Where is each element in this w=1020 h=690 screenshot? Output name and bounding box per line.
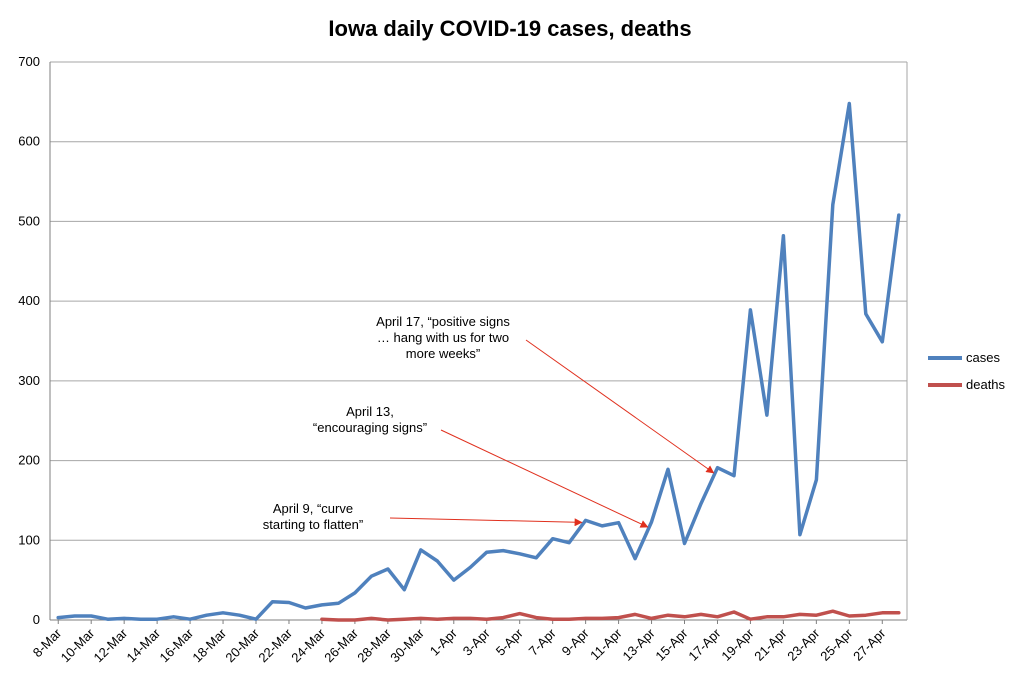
- legend-label-deaths: deaths: [966, 377, 1006, 392]
- x-tick-label: 22-Mar: [255, 625, 295, 665]
- legend-label-cases: cases: [966, 350, 1000, 365]
- y-tick-label: 600: [18, 134, 40, 149]
- gridlines: [49, 61, 908, 621]
- chart-title: Iowa daily COVID-19 cases, deaths: [328, 16, 691, 41]
- x-tick-label: 14-Mar: [124, 625, 164, 665]
- y-tick-label: 0: [33, 612, 40, 627]
- x-tick-label: 30-Mar: [387, 625, 427, 665]
- legend: cases deaths: [928, 350, 1006, 392]
- annotation-arrow: [389, 517, 583, 527]
- x-tick-label: 12-Mar: [91, 625, 131, 665]
- x-tick-label: 15-Apr: [652, 625, 691, 664]
- x-tick-label: 24-Mar: [288, 625, 328, 665]
- y-tick-label: 200: [18, 453, 40, 468]
- y-axis: 0 100 200 300 400 500 600 700: [18, 54, 40, 627]
- x-tick-label: 3-Apr: [460, 625, 494, 659]
- annotation-arrow: [440, 429, 649, 528]
- annotation-text: April 13, “encouraging signs”: [313, 404, 427, 435]
- annotation-text: April 17, “positive signs… hang with us …: [376, 314, 510, 361]
- x-tick-label: 21-Apr: [751, 625, 790, 664]
- y-tick-label: 400: [18, 293, 40, 308]
- x-tick-label: 23-Apr: [784, 625, 823, 664]
- x-tick-label: 10-Mar: [58, 625, 98, 665]
- y-tick-label: 100: [18, 532, 40, 547]
- x-axis: 8-Mar10-Mar12-Mar14-Mar16-Mar18-Mar20-Ma…: [30, 620, 889, 665]
- series-line-cases: [56, 101, 901, 621]
- x-tick-label: 11-Apr: [587, 625, 625, 663]
- series-line-deaths: [320, 609, 901, 622]
- x-tick-label: 27-Apr: [850, 625, 889, 664]
- x-tick-label: 25-Apr: [817, 625, 856, 664]
- x-tick-label: 17-Apr: [685, 625, 724, 664]
- y-tick-label: 500: [18, 213, 40, 228]
- x-tick-label: 7-Apr: [526, 625, 560, 659]
- annotation-arrow: [525, 339, 715, 474]
- x-tick-label: 20-Mar: [222, 625, 262, 665]
- y-tick-label: 300: [18, 373, 40, 388]
- x-tick-label: 18-Mar: [189, 625, 229, 665]
- y-tick-label: 700: [18, 54, 40, 69]
- x-tick-label: 13-Apr: [619, 625, 658, 664]
- annotations: April 17, “positive signs… hang with us …: [263, 314, 715, 532]
- x-tick-label: 5-Apr: [493, 625, 527, 659]
- series-lines: [56, 101, 901, 622]
- x-tick-label: 16-Mar: [156, 625, 196, 665]
- x-tick-label: 1-Apr: [427, 625, 461, 659]
- annotation-text: April 9, “curve starting to flatten”: [263, 501, 363, 532]
- x-tick-label: 26-Mar: [321, 625, 361, 665]
- x-tick-label: 28-Mar: [354, 625, 394, 665]
- x-tick-label: 19-Apr: [718, 625, 757, 664]
